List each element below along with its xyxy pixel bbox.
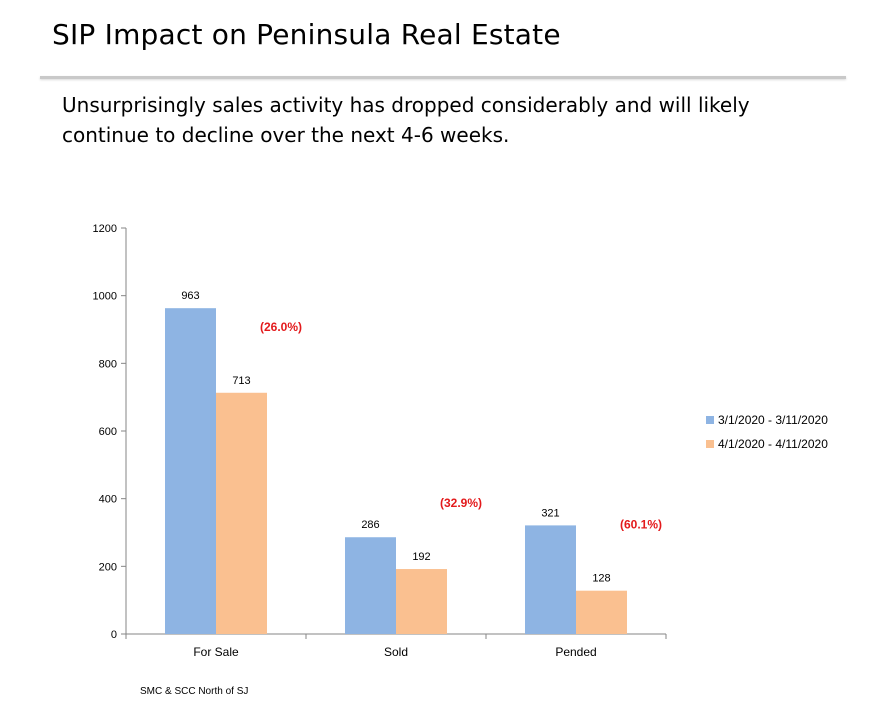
y-tick-label: 0 (111, 629, 117, 641)
bar (165, 308, 216, 634)
slide-subtitle: Unsurprisingly sales activity has droppe… (62, 93, 750, 147)
data-label: 963 (181, 290, 199, 302)
bar (576, 590, 627, 634)
y-tick-label: 800 (99, 358, 117, 370)
x-category-label: Pended (555, 645, 596, 659)
x-category-label: For Sale (193, 645, 239, 659)
title-divider (40, 76, 846, 79)
percent-change-annotation: (60.1%) (620, 518, 662, 532)
y-tick-label: 1200 (93, 223, 117, 235)
bar (396, 569, 447, 634)
legend-swatch (706, 416, 714, 424)
data-label: 128 (592, 573, 610, 585)
y-tick-label: 1000 (93, 291, 117, 303)
data-label: 286 (361, 519, 379, 531)
bar (216, 392, 267, 634)
data-label: 321 (541, 507, 559, 519)
percent-change-annotation: (32.9%) (440, 496, 482, 510)
slide-title: SIP Impact on Peninsula Real Estate (52, 18, 561, 51)
percent-change-annotation: (26.0%) (260, 320, 302, 334)
bar (345, 537, 396, 634)
data-label: 713 (232, 375, 250, 387)
x-category-label: Sold (384, 645, 408, 659)
y-tick-label: 200 (99, 561, 117, 573)
bar (525, 525, 576, 634)
legend-label: 3/1/2020 - 3/11/2020 (718, 413, 828, 427)
legend-swatch (706, 440, 714, 448)
y-tick-label: 600 (99, 426, 117, 438)
data-label: 192 (412, 551, 430, 563)
y-tick-label: 400 (99, 494, 117, 506)
legend-label: 4/1/2020 - 4/11/2020 (718, 437, 828, 451)
source-note: SMC & SCC North of SJ (140, 686, 249, 697)
